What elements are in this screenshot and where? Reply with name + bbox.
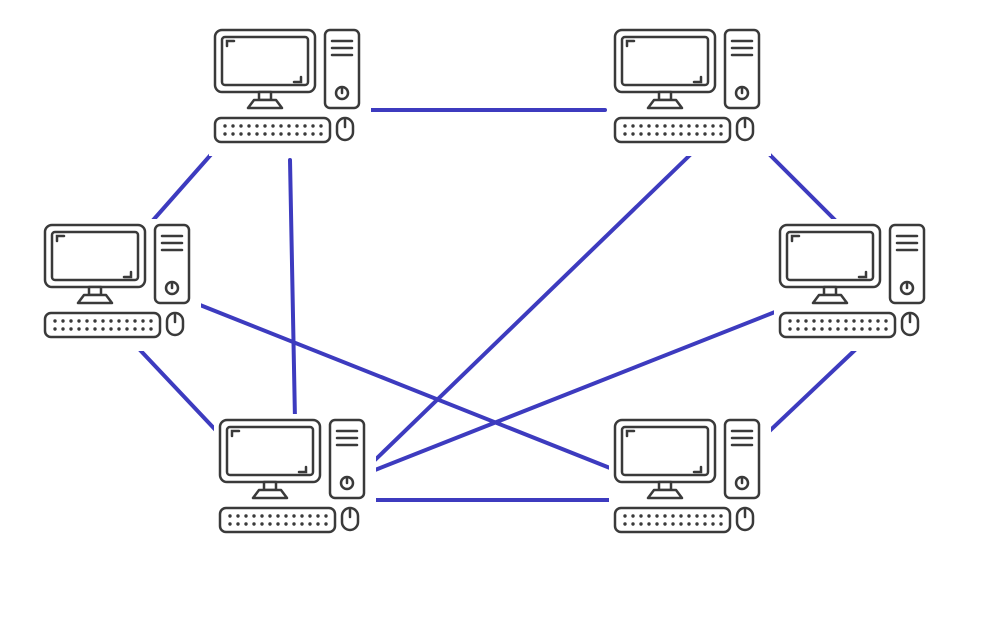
computer-node-icon — [609, 24, 771, 156]
nodes-layer — [39, 24, 936, 546]
network-edge — [140, 350, 225, 440]
computer-node-icon — [209, 24, 371, 156]
computer-node-icon — [214, 414, 376, 546]
network-diagram — [0, 0, 1000, 620]
computer-node-icon — [39, 219, 201, 351]
network-edge — [760, 350, 855, 440]
network-edge — [290, 160, 295, 420]
computer-node-icon — [609, 414, 771, 546]
computer-node-icon — [774, 219, 936, 351]
